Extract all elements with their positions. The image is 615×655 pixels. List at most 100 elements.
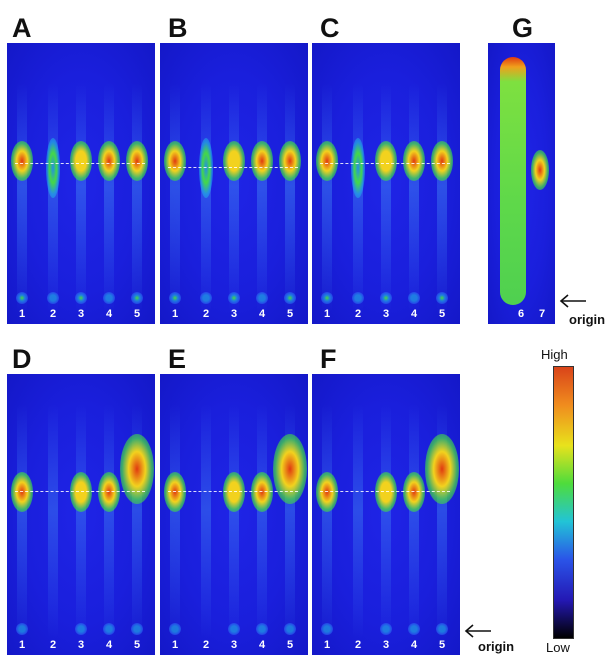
origin-spot xyxy=(352,292,364,304)
spot xyxy=(98,141,120,181)
spot xyxy=(46,138,60,198)
spot xyxy=(531,150,549,190)
tlc-image-b: 1 2 3 4 5 xyxy=(160,43,308,324)
panel-letter-e: E xyxy=(168,344,187,374)
reference-line xyxy=(168,491,298,492)
panel-letter-d: D xyxy=(12,344,32,374)
lane-streak xyxy=(170,83,180,313)
lane-number: 6 xyxy=(518,308,525,320)
tlc-image-e: 1 2 3 4 5 xyxy=(160,374,308,655)
arrow-left-icon xyxy=(559,294,586,308)
origin-spot xyxy=(436,292,448,304)
lane-streak xyxy=(322,404,332,639)
tlc-image-c: 1 2 3 4 5 xyxy=(312,43,460,324)
spot xyxy=(223,141,245,181)
spot xyxy=(251,472,273,512)
spot xyxy=(11,472,33,512)
origin-spot xyxy=(380,623,392,635)
lane-streak xyxy=(381,404,391,639)
reference-line xyxy=(15,163,145,164)
origin-spot xyxy=(321,292,333,304)
panel-letter-a: A xyxy=(12,13,32,43)
lane-number: 1 xyxy=(172,308,179,320)
lane-number: 4 xyxy=(259,308,266,320)
origin-spot xyxy=(103,623,115,635)
lane-streak xyxy=(17,83,27,313)
spot xyxy=(273,434,307,504)
tlc-image-f: 1 2 3 4 5 xyxy=(312,374,460,655)
lane-streak xyxy=(201,404,211,639)
scale-high-label: High xyxy=(541,347,568,362)
lane-streak xyxy=(353,83,363,313)
spot xyxy=(120,434,154,504)
lane-streak xyxy=(48,404,58,639)
lane-streak xyxy=(381,83,391,313)
origin-spot xyxy=(256,623,268,635)
panel-letter-b: B xyxy=(168,13,188,43)
lane-streak xyxy=(132,83,142,313)
spot xyxy=(98,472,120,512)
scale-low-label: Low xyxy=(546,640,570,655)
lane-number: 4 xyxy=(106,639,113,651)
lane-number: 2 xyxy=(50,639,57,651)
reference-line xyxy=(15,491,145,492)
lane-streak xyxy=(409,404,419,639)
lane-number: 4 xyxy=(259,639,266,651)
lane-streak xyxy=(409,83,419,313)
origin-spot xyxy=(321,623,333,635)
lane-number: 4 xyxy=(106,308,113,320)
spot xyxy=(70,141,92,181)
origin-spot xyxy=(284,623,296,635)
lane-number: 1 xyxy=(19,308,26,320)
lane-number: 3 xyxy=(78,308,85,320)
lane-streak xyxy=(229,404,239,639)
reference-line xyxy=(168,167,298,168)
spot xyxy=(251,141,273,181)
spot xyxy=(70,472,92,512)
lane-streak xyxy=(437,404,447,639)
origin-spot xyxy=(380,292,392,304)
lane-smear xyxy=(500,57,526,305)
lane-number: 1 xyxy=(19,639,26,651)
origin-spot xyxy=(131,292,143,304)
reference-line xyxy=(320,491,450,492)
lane-number: 2 xyxy=(203,308,210,320)
origin-spot xyxy=(169,292,181,304)
spot xyxy=(316,141,338,181)
spot xyxy=(403,472,425,512)
spot xyxy=(279,141,301,181)
spot xyxy=(164,141,186,181)
origin-spot xyxy=(131,623,143,635)
origin-spot xyxy=(408,623,420,635)
spot xyxy=(316,472,338,512)
origin-spot xyxy=(47,292,59,304)
spot xyxy=(403,141,425,181)
lane-number: 3 xyxy=(78,639,85,651)
lane-streak xyxy=(76,404,86,639)
origin-spot xyxy=(228,292,240,304)
spot xyxy=(351,138,365,198)
lane-number: 4 xyxy=(411,308,418,320)
origin-spot xyxy=(284,292,296,304)
lane-streak xyxy=(76,83,86,313)
spot xyxy=(223,472,245,512)
lane-number: 2 xyxy=(50,308,57,320)
lane-number: 2 xyxy=(203,639,210,651)
lane-streak xyxy=(353,404,363,639)
origin-spot xyxy=(436,623,448,635)
lane-streak xyxy=(257,83,267,313)
origin-spot xyxy=(103,292,115,304)
panel-letter-g: G xyxy=(512,13,534,43)
spot xyxy=(11,141,33,181)
spot xyxy=(164,472,186,512)
origin-spot xyxy=(75,292,87,304)
lane-number: 3 xyxy=(383,308,390,320)
lane-number: 2 xyxy=(355,308,362,320)
origin-spot xyxy=(16,292,28,304)
lane-number: 2 xyxy=(355,639,362,651)
lane-streak xyxy=(437,83,447,313)
lane-number: 1 xyxy=(324,639,331,651)
panel-letter-c: C xyxy=(320,13,340,43)
lane-streak xyxy=(17,404,27,639)
